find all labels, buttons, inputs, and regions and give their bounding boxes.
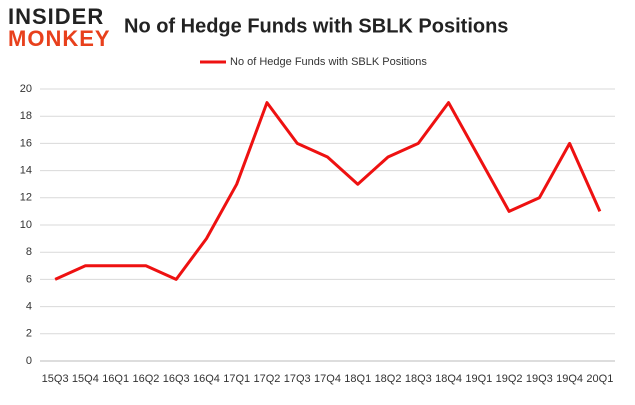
x-tick-label: 18Q2 <box>375 373 402 385</box>
x-tick-label: 20Q1 <box>586 373 613 385</box>
y-tick-label: 18 <box>20 110 32 122</box>
x-tick-label: 16Q4 <box>193 373 220 385</box>
series-line <box>54 101 602 281</box>
logo-bottom: MONKEY <box>8 26 111 51</box>
x-tick-label: 17Q3 <box>284 373 311 385</box>
y-tick-label: 0 <box>26 355 32 367</box>
x-tick-label: 19Q2 <box>496 373 523 385</box>
x-tick-label: 17Q4 <box>314 373 341 385</box>
x-tick-label: 17Q2 <box>254 373 281 385</box>
y-tick-label: 10 <box>20 219 32 231</box>
x-tick-label: 19Q4 <box>556 373 583 385</box>
x-tick-label: 18Q4 <box>435 373 462 385</box>
x-tick-label: 16Q1 <box>102 373 129 385</box>
x-tick-label: 19Q1 <box>465 373 492 385</box>
y-tick-label: 14 <box>20 165 32 177</box>
y-tick-label: 8 <box>26 246 32 258</box>
y-tick-label: 20 <box>20 83 32 95</box>
x-tick-label: 15Q3 <box>42 373 69 385</box>
x-tick-label: 18Q3 <box>405 373 432 385</box>
y-tick-label: 12 <box>20 192 32 204</box>
y-tick-label: 2 <box>26 328 32 340</box>
x-tick-label: 17Q1 <box>223 373 250 385</box>
legend-label: No of Hedge Funds with SBLK Positions <box>230 56 427 68</box>
x-tick-label: 19Q3 <box>526 373 553 385</box>
chart-title: No of Hedge Funds with SBLK Positions <box>124 15 508 37</box>
y-tick-label: 16 <box>20 137 32 149</box>
y-tick-label: 6 <box>26 273 32 285</box>
y-tick-label: 4 <box>26 301 32 313</box>
x-tick-label: 16Q2 <box>132 373 159 385</box>
x-tick-label: 15Q4 <box>72 373 99 385</box>
x-tick-label: 16Q3 <box>163 373 190 385</box>
x-tick-label: 18Q1 <box>344 373 371 385</box>
logo-top: INSIDER <box>8 4 104 29</box>
